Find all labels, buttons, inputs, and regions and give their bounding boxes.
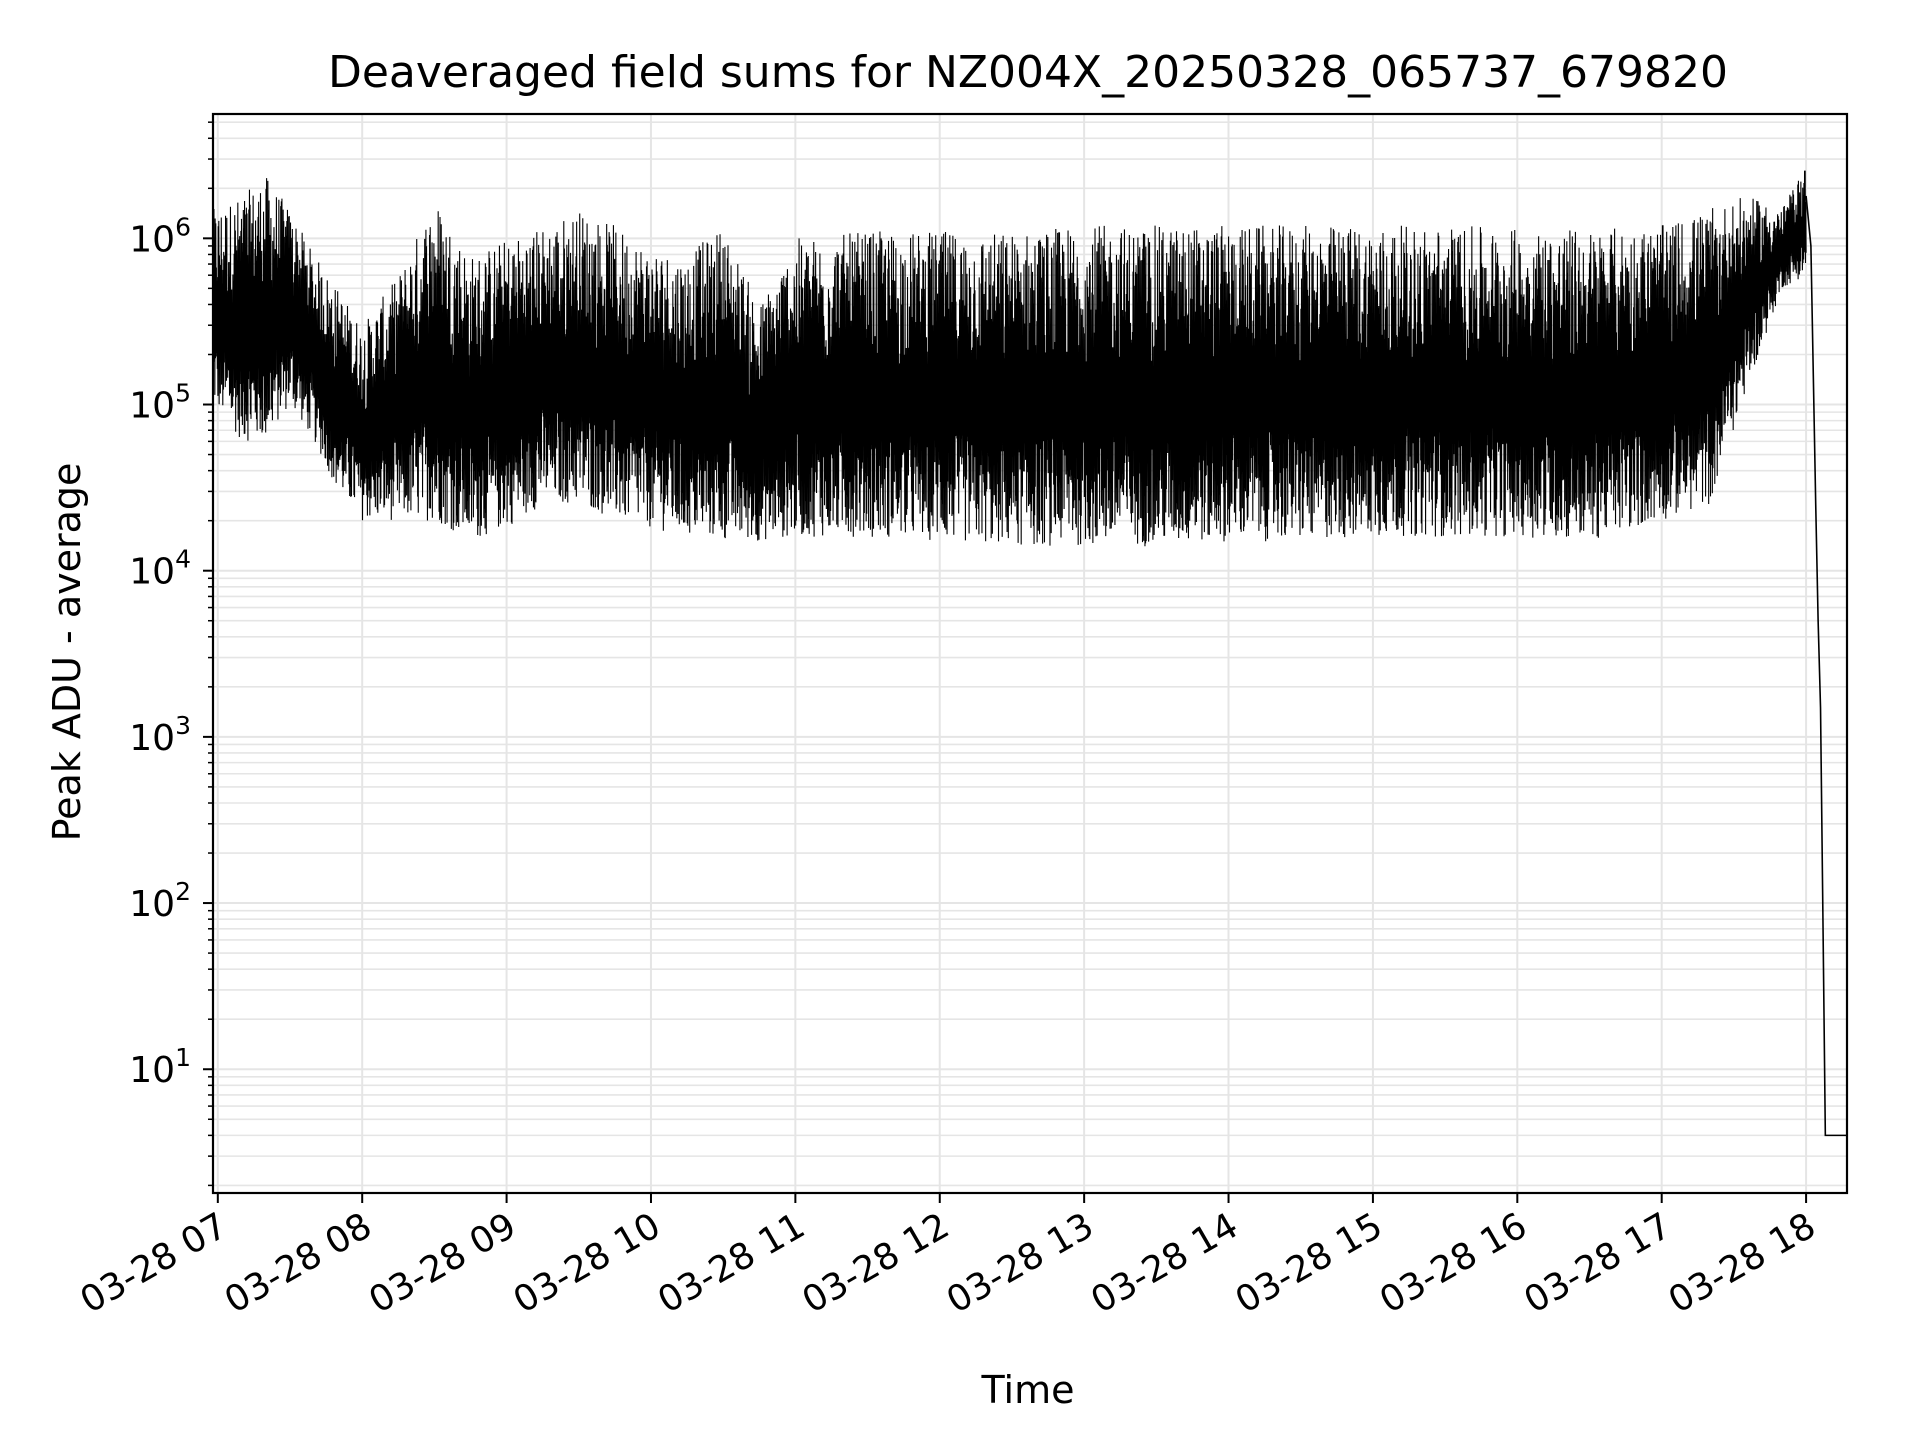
y-tick-label: 106 (129, 212, 191, 260)
series-tail-drop (1805, 195, 1847, 1137)
y-tick-base: 10 (129, 884, 175, 925)
y-tick-exponent: 5 (175, 379, 191, 408)
y-tick-label: 101 (129, 1043, 191, 1091)
y-axis-label: Peak ADU - average (45, 463, 89, 842)
y-tick-exponent: 3 (175, 711, 191, 740)
chart-title: Deaveraged field sums for NZ004X_2025032… (328, 47, 1728, 98)
y-tick-label: 103 (129, 711, 191, 759)
y-tick-exponent: 4 (175, 545, 191, 574)
y-tick-label: 104 (129, 545, 191, 593)
plot-frame (211, 112, 1849, 1195)
y-tick-label: 105 (129, 379, 191, 427)
y-tick-base: 10 (129, 552, 175, 593)
y-tick-base: 10 (129, 386, 175, 427)
y-tick-exponent: 2 (175, 877, 191, 906)
y-tick-base: 10 (129, 1050, 175, 1091)
series-peak-adu (212, 170, 1847, 1137)
x-axis-label: Time (981, 1368, 1075, 1412)
y-tick-label: 102 (129, 877, 191, 925)
y-tick-exponent: 1 (175, 1043, 191, 1072)
y-tick-base: 10 (129, 718, 175, 759)
series-line (212, 170, 1807, 547)
y-tick-base: 10 (129, 219, 175, 260)
y-tick-exponent: 6 (175, 212, 191, 241)
